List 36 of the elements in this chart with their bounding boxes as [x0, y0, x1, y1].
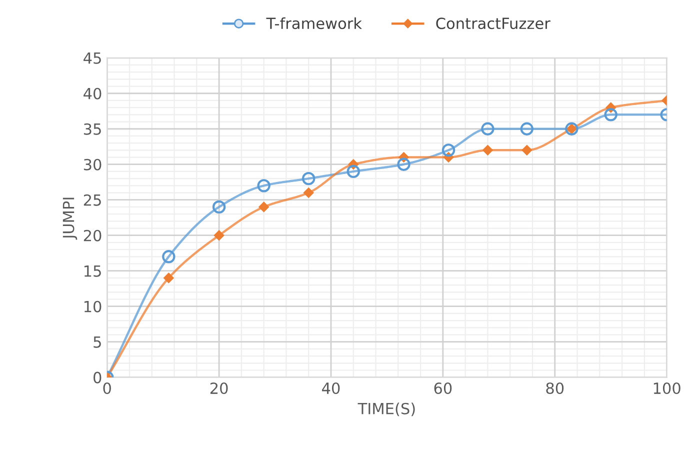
point — [522, 145, 532, 156]
y-axis-title: JUMPI — [62, 198, 78, 240]
x-tick-label: 40 — [322, 382, 340, 394]
y-tick-label: 30 — [84, 158, 102, 170]
point — [164, 272, 174, 283]
y-tick-label: 45 — [84, 52, 101, 64]
point — [212, 200, 226, 214]
y-tick-label: 0 — [94, 372, 102, 384]
point — [520, 122, 534, 136]
x-tick-label: 0 — [103, 382, 111, 394]
point — [346, 164, 360, 178]
point — [397, 158, 410, 171]
x-tick-label: 20 — [210, 382, 228, 394]
y-tick-label: 10 — [84, 300, 102, 312]
y-tick-label: 25 — [84, 194, 101, 206]
legend-label: T-framework — [266, 17, 362, 30]
point — [482, 145, 493, 156]
point — [214, 230, 224, 240]
point — [162, 250, 176, 264]
point — [258, 202, 269, 212]
point — [302, 172, 316, 186]
x-tick-label: 100 — [654, 382, 680, 394]
x-tick-label: 80 — [546, 382, 564, 394]
point — [481, 122, 494, 136]
legend-label: ContractFuzzer — [436, 18, 550, 30]
y-tick-label: 5 — [94, 336, 101, 348]
y-tick-label: 20 — [84, 230, 102, 242]
point — [257, 179, 270, 192]
point — [442, 144, 456, 157]
x-tick-label: 60 — [434, 382, 452, 394]
point — [604, 108, 618, 122]
y-tick-label: 35 — [84, 123, 101, 135]
y-tick-label: 40 — [84, 88, 102, 100]
y-tick-label: 15 — [84, 266, 101, 277]
x-axis-title: TIME(S) — [358, 402, 415, 416]
point — [304, 188, 314, 198]
